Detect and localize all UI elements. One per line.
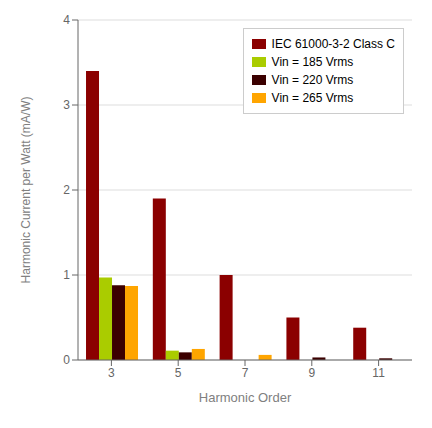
svg-text:Harmonic Current per Watt (mA/: Harmonic Current per Watt (mA/W) (19, 97, 33, 284)
svg-text:3: 3 (63, 98, 70, 112)
svg-text:Harmonic Order: Harmonic Order (199, 390, 292, 405)
svg-text:9: 9 (308, 366, 315, 380)
html-text:Vin = 220 Vrms: Vin = 220 Vrms (271, 73, 354, 87)
svg-text:7: 7 (242, 366, 249, 380)
svg-text:1: 1 (63, 268, 70, 282)
svg-text:2: 2 (63, 183, 70, 197)
svg-text:4: 4 (63, 13, 70, 27)
svg-text:5: 5 (175, 366, 182, 380)
html-text:Vin = 185 Vrms: Vin = 185 Vrms (271, 55, 354, 69)
svg-text:3: 3 (108, 366, 115, 380)
html-text:IEC 61000-3-2 Class C: IEC 61000-3-2 Class C (271, 37, 395, 51)
svg-text:0: 0 (63, 353, 70, 367)
html-text:Vin = 265 Vrms: Vin = 265 Vrms (271, 91, 354, 105)
svg-text:11: 11 (372, 366, 385, 380)
